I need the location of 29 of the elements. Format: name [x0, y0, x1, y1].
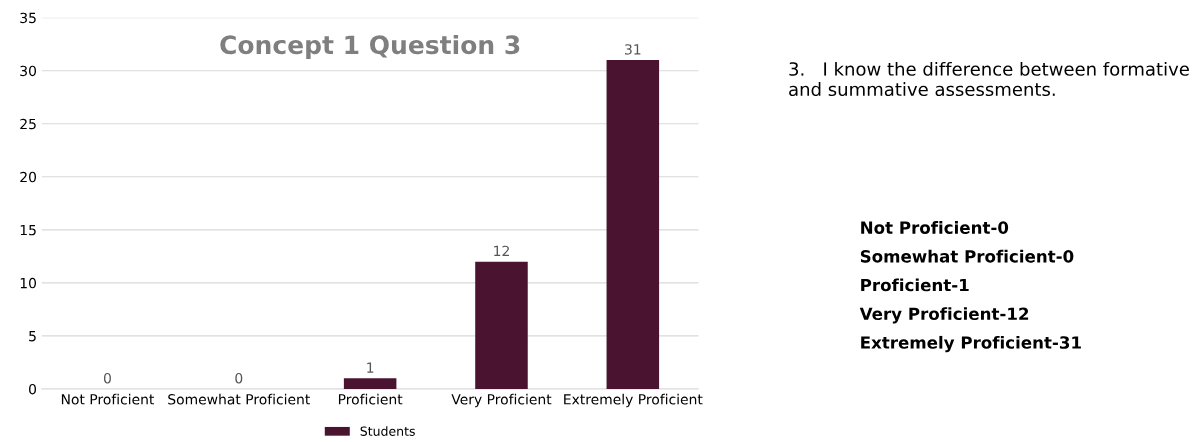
bar [343, 378, 397, 389]
y-tick-label: 10 [20, 277, 37, 289]
text: Concept 1 Question 3 [220, 34, 520, 60]
x-tick-label: Somewhat Proficient [168, 393, 310, 405]
text: Proficient-1 [861, 278, 969, 292]
x-tick-label: Very Proficient [451, 393, 552, 408]
y-tick-label: 35 [20, 12, 36, 24]
x-tick-label: Proficient [338, 393, 403, 405]
text: Very Proficient-12 [859, 307, 1029, 324]
y-tick-label: 25 [20, 118, 36, 130]
data-label: 0 [235, 372, 243, 384]
y-tick-label: 0 [29, 383, 37, 395]
y-tick-label: 30 [20, 65, 37, 77]
x-tick-label: Extremely Proficient [564, 393, 703, 408]
text: Extremely Proficient-31 [861, 335, 1081, 353]
y-tick-label: 20 [20, 171, 37, 183]
bar [475, 261, 528, 389]
y-tick-label: 15 [20, 224, 36, 236]
legend-label: Students [360, 426, 415, 436]
y-tick-label: 5 [29, 331, 36, 342]
data-label: 0 [103, 372, 111, 384]
data-label: 1 [367, 362, 374, 373]
data-label: 31 [625, 44, 641, 55]
text: Not Proficient-0 [861, 221, 1009, 234]
text: 3. I know the difference between formative and summative assessments. [789, 61, 1189, 97]
data-label: 12 [494, 245, 509, 256]
bar [606, 60, 660, 389]
x-tick-label: Not Proficient [61, 393, 155, 405]
text: Somewhat Proficient-0 [860, 249, 1074, 263]
